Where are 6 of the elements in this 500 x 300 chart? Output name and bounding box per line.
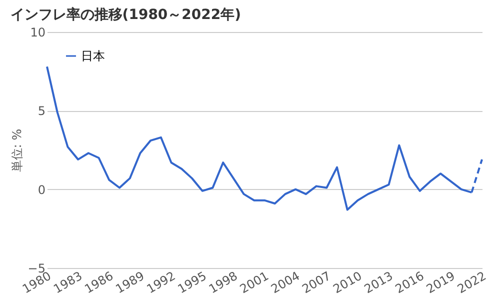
y-axis-title: 単位: % bbox=[10, 128, 24, 172]
legend-label: 日本 bbox=[81, 49, 105, 63]
y-tick-label: 5 bbox=[38, 104, 46, 118]
y-tick-label: 0 bbox=[38, 182, 46, 197]
y-tick-label: 10 bbox=[30, 26, 46, 40]
chart-title: インフレ率の推移(1980～2022年) bbox=[10, 6, 242, 23]
